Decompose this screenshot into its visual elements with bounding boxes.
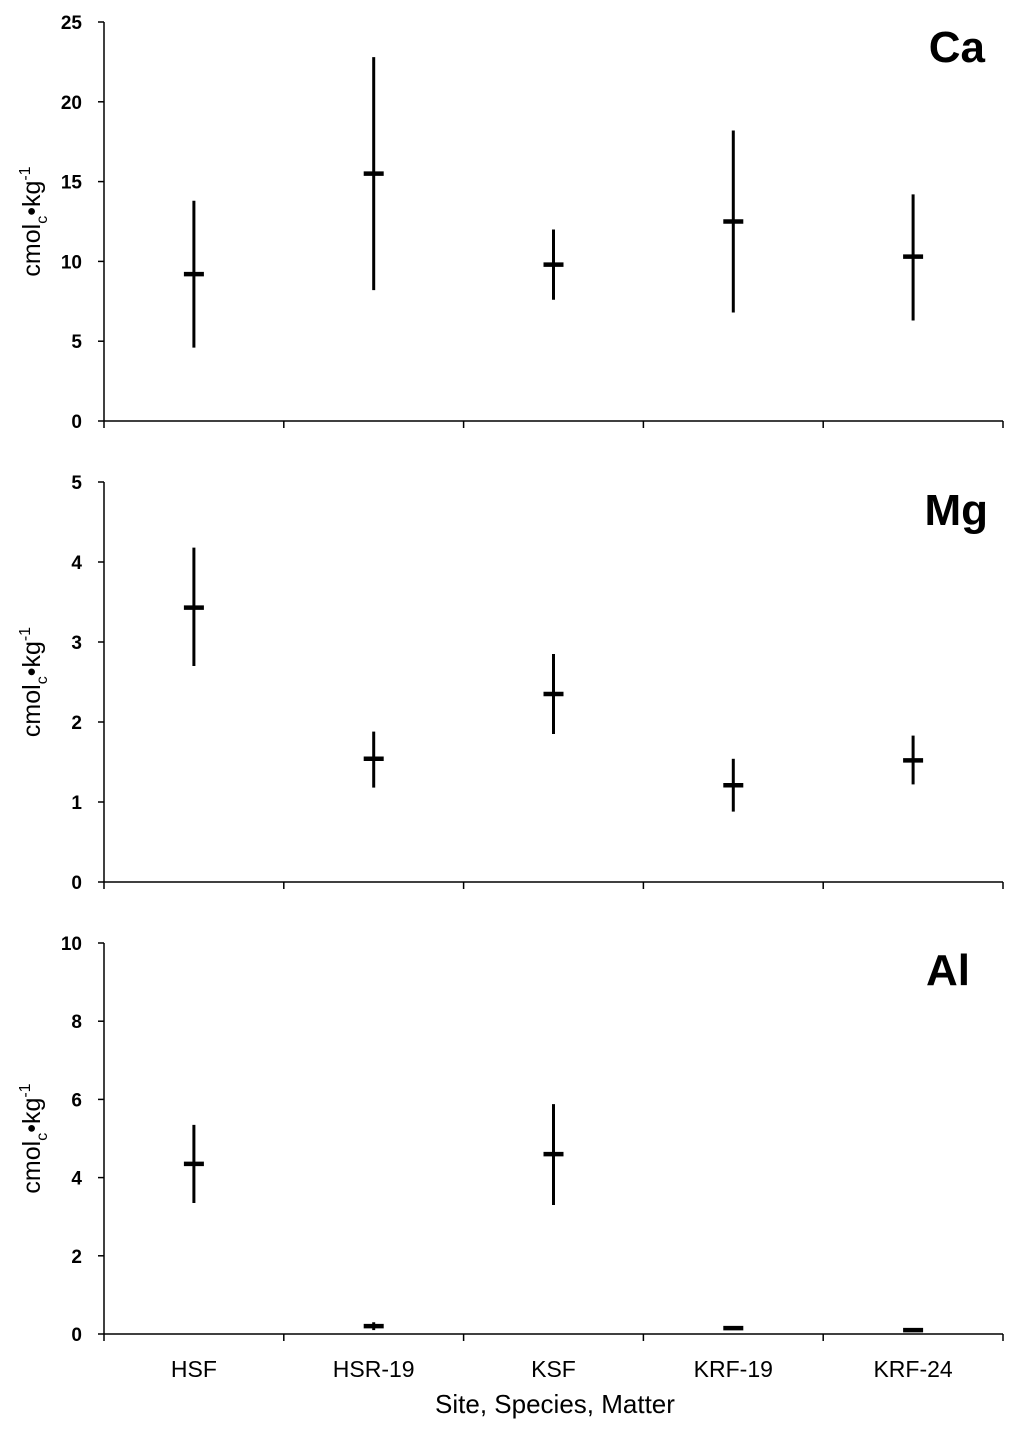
panel-al: 0 2 4 6 8 10 Al cmolc•kg-1 HSF HSR-19 KSF KRF-19 KRF… [17,934,1004,1382]
panel-mg: 0 1 2 3 4 5 Mg cmolc•kg-1 [17,473,1004,894]
y-tick-label: 10 [61,934,82,955]
y-tick-label: 4 [71,1169,82,1190]
y-tick-label: 2 [71,1247,82,1268]
data-point-ksf [543,654,564,734]
data-point-krf-19 [723,130,744,313]
data-point-hsr-19 [363,57,384,291]
y-tick-label: 0 [71,873,82,894]
x-tick-label: KSF [531,1356,576,1382]
x-tick-label: KRF-19 [694,1356,773,1382]
y-tick-label: 25 [61,13,83,34]
x-axis-label: Site, Species, Matter [435,1389,675,1419]
y-tick-label: 4 [71,553,82,574]
x-tick-label: KRF-24 [873,1356,952,1382]
panel-ca: 0 5 10 15 20 25 Ca cmolc•kg-1 [17,13,1004,433]
data-point-hsf [183,547,204,666]
y-tick-label: 15 [61,173,83,194]
data-point-hsf [183,200,204,348]
y-axis-label: cmolc•kg-1 [17,1083,51,1193]
y-tick-label: 6 [71,1090,82,1111]
data-point-hsr-19 [363,731,384,788]
x-tick-label: HSF [171,1356,217,1382]
y-axis-label: cmolc•kg-1 [17,166,51,276]
y-tick-label: 0 [71,412,82,433]
y-tick-label: 8 [71,1012,82,1033]
data-point-hsr-19 [363,1322,384,1331]
x-tick-label: HSR-19 [333,1356,415,1382]
y-tick-label: 5 [71,473,82,494]
y-tick-label: 1 [71,793,82,814]
data-point-krf-24 [903,1327,924,1333]
data-point-ksf [543,1104,564,1205]
y-tick-label: 5 [71,332,82,353]
y-tick-label: 20 [61,93,82,114]
data-point-ksf [543,229,564,300]
data-point-krf-19 [723,758,744,812]
y-tick-label: 10 [61,252,82,273]
y-tick-label: 2 [71,713,82,734]
panel-title: Mg [924,486,988,535]
data-point-krf-24 [903,194,924,321]
panel-title: Ca [929,23,986,72]
data-point-krf-24 [903,735,924,785]
y-tick-label: 3 [71,633,82,654]
y-tick-label: 0 [71,1325,82,1346]
data-point-krf-19 [723,1325,744,1331]
panel-title: Al [926,946,970,995]
y-axis-label: cmolc•kg-1 [17,627,51,737]
data-point-hsf [183,1124,204,1204]
